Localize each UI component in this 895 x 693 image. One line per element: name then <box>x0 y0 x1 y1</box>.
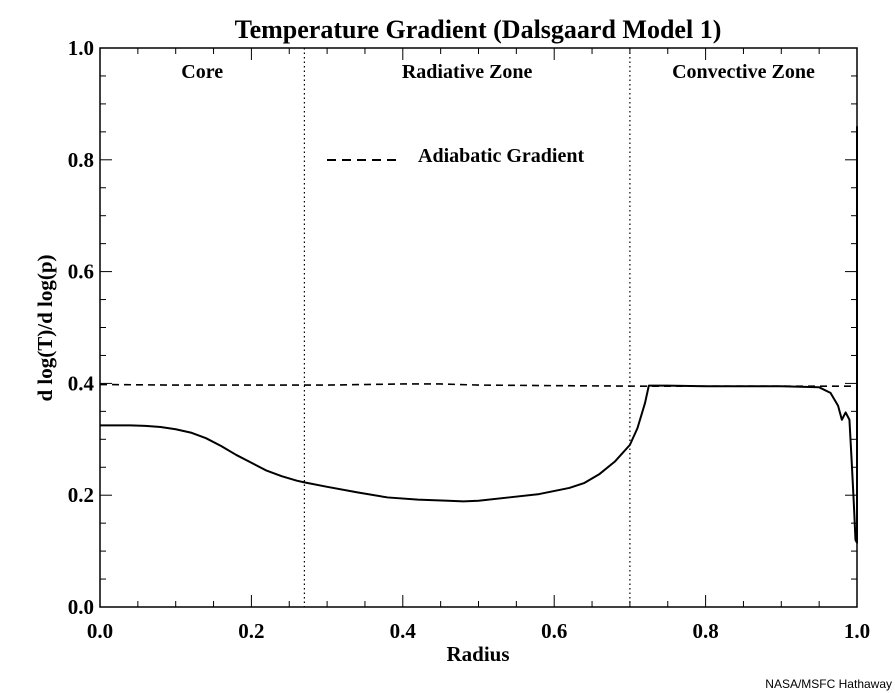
x-tick-label: 0.2 <box>238 619 264 643</box>
plot-frame <box>99 47 858 608</box>
zone-label: Core <box>181 61 223 83</box>
zone-labels: Core Radiative Zone Convective Zone <box>181 61 815 83</box>
legend: Adiabatic Gradient <box>327 145 584 167</box>
plot-border <box>99 47 858 608</box>
series-temperature-gradient-line <box>100 126 858 544</box>
axis-ticks: 0.0 0.2 0.4 0.6 0.8 1.0 0.0 0.2 0.4 0.6 0.8 1.0 <box>68 36 870 643</box>
x-tick-label: 1.0 <box>844 619 870 643</box>
chart-title: Temperature Gradient (Dalsgaard Model 1) <box>235 15 722 44</box>
y-tick-label: 0.0 <box>68 595 94 619</box>
y-tick-label: 0.2 <box>68 483 94 507</box>
legend-label: Adiabatic Gradient <box>418 145 584 167</box>
y-tick-label: 0.6 <box>68 260 94 284</box>
series-adiabatic-gradient-line <box>99 383 857 387</box>
x-tick-label: 0.8 <box>692 619 718 643</box>
x-tick-label: 0.6 <box>541 619 567 643</box>
x-tick-label: 0.0 <box>87 619 113 643</box>
y-axis-label: d log(T)/d log(p) <box>33 254 57 401</box>
zone-label: Radiative Zone <box>402 61 533 83</box>
series-layer <box>99 126 858 544</box>
x-tick-label: 0.4 <box>390 619 417 643</box>
y-tick-label: 0.8 <box>68 148 94 172</box>
y-tick-label: 0.4 <box>68 371 95 395</box>
zone-boundary-lines <box>303 48 631 607</box>
x-axis-label: Radius <box>446 642 509 666</box>
y-tick-label: 1.0 <box>68 36 94 60</box>
zone-label: Convective Zone <box>672 61 815 83</box>
credit-text: NASA/MSFC Hathaway <box>765 677 892 691</box>
